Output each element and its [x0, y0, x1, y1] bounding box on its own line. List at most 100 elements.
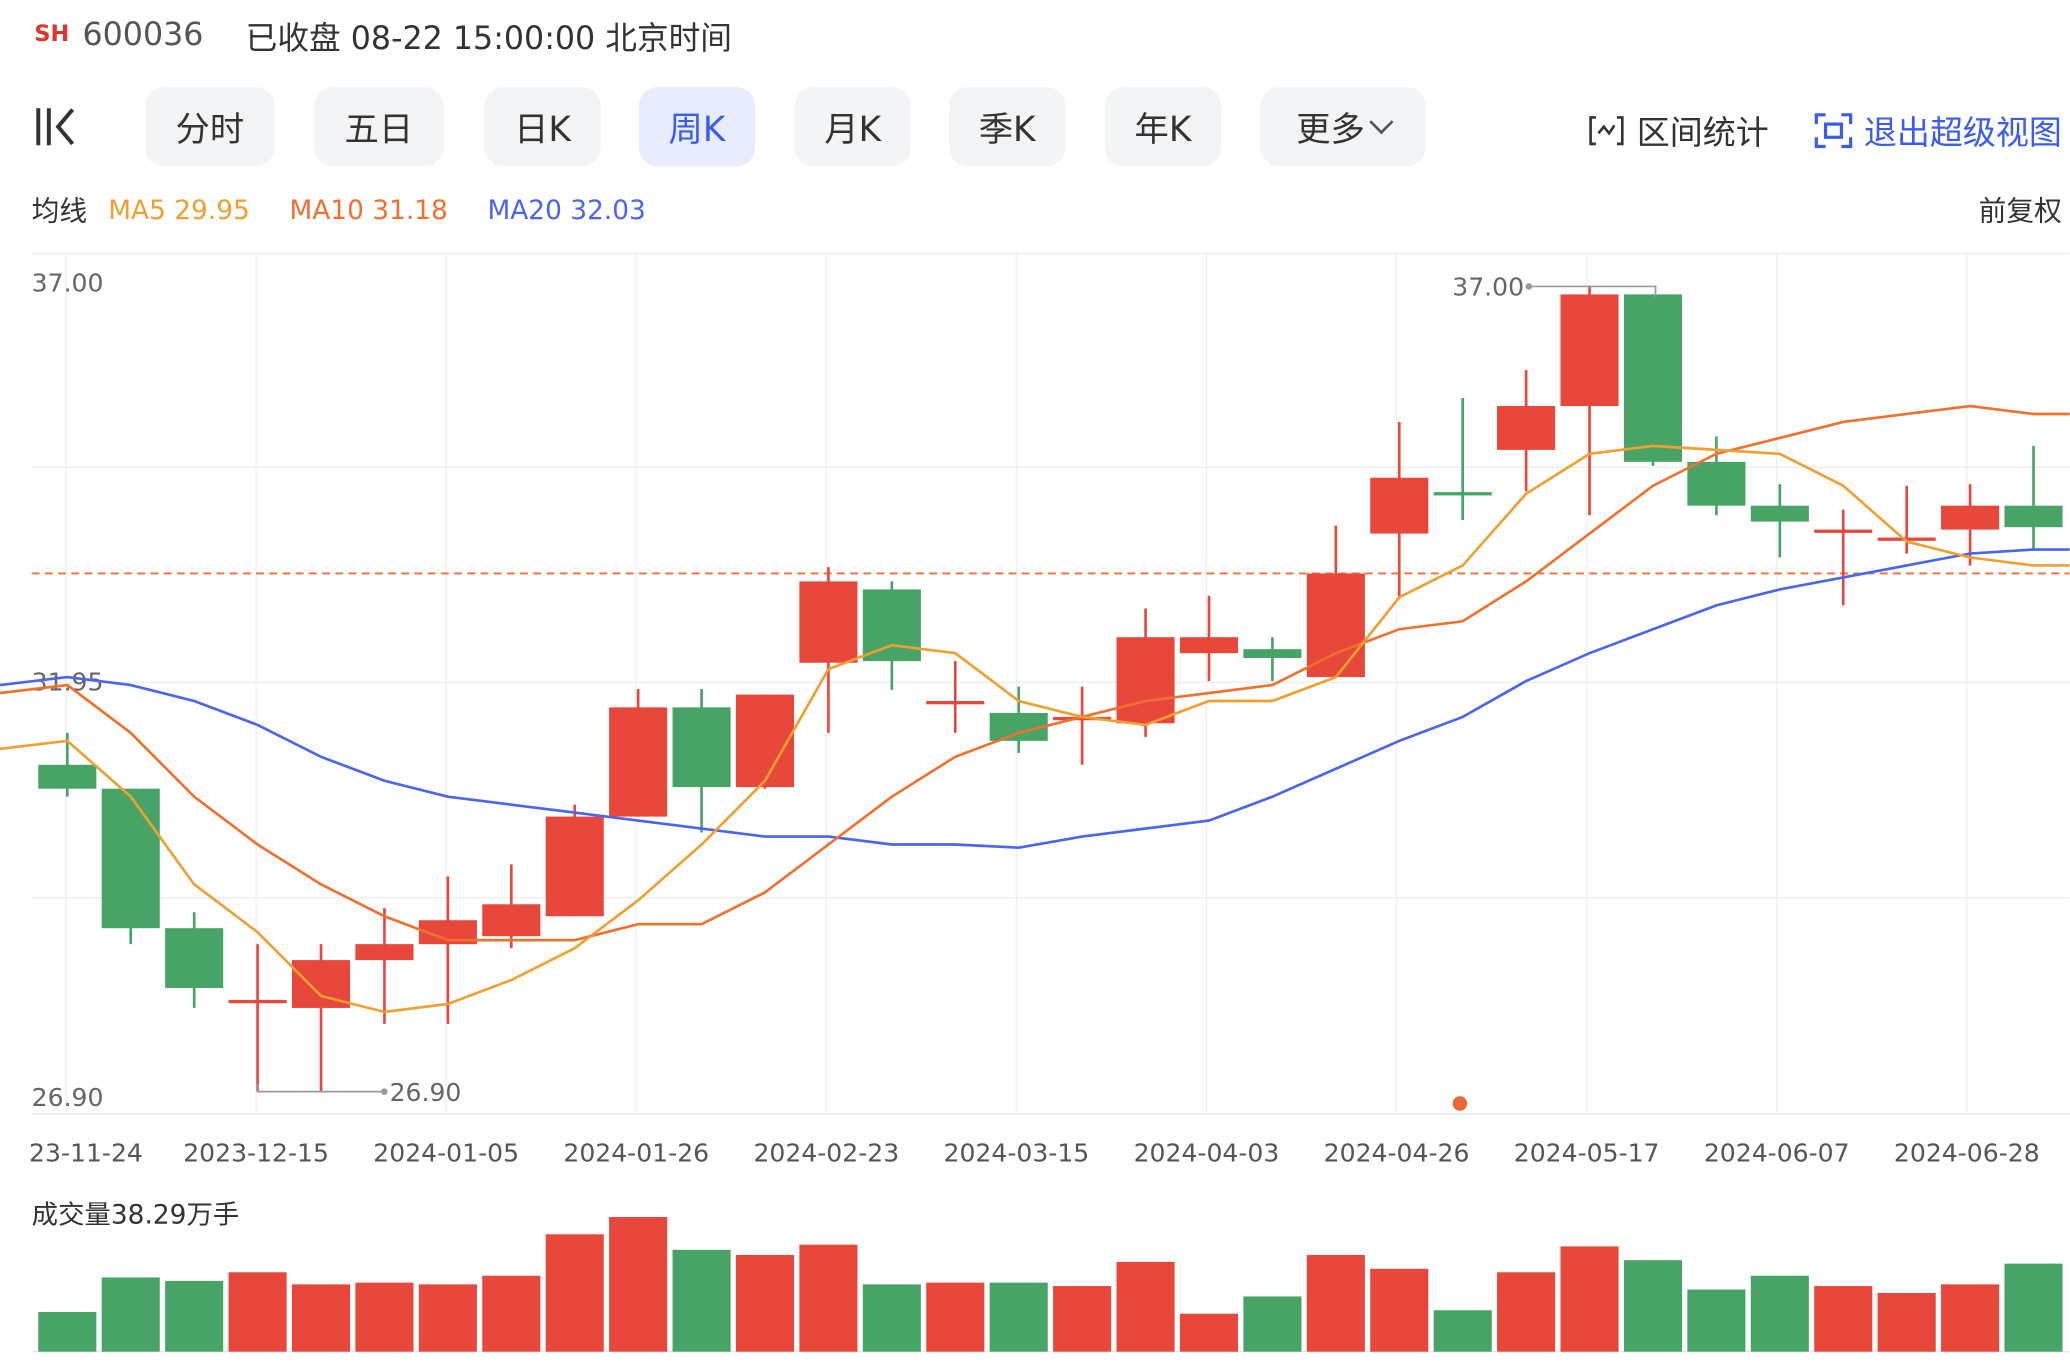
period-toolbar: 分时 五日 日K 周K 月K 季K 年K 更多 区间统计 退出超级视图 [26, 87, 2069, 169]
kline-mode-icon[interactable] [32, 106, 80, 148]
candle-body [165, 928, 224, 989]
volume-bar [38, 1311, 97, 1352]
candle-body [1053, 716, 1112, 721]
ma20-value: MA20 32.03 [487, 194, 646, 226]
price-adjust-toggle[interactable]: 前复权 [1978, 195, 2062, 228]
volume-bar [672, 1249, 731, 1352]
volume-bar [1243, 1296, 1302, 1352]
tab-daily-k[interactable]: 日K [484, 87, 601, 167]
stock-code: 600036 [82, 15, 204, 53]
candle-body [1560, 294, 1619, 407]
x-axis-label: 2024-06-07 [1704, 1139, 1850, 1168]
volume-bar [862, 1284, 921, 1352]
tab-monthly-k[interactable]: 月K [794, 87, 911, 167]
candle-body [672, 707, 731, 788]
volume-bar [1623, 1260, 1683, 1352]
candle-body [1941, 505, 2000, 530]
volume-bar [1560, 1246, 1619, 1352]
min-marker-dot [381, 1088, 388, 1095]
candle-body [1750, 505, 1809, 522]
candle-body [1243, 649, 1302, 658]
ma-label: 均线 [31, 195, 88, 228]
y-axis-label-bottom: 26.90 [32, 1083, 104, 1112]
volume-bar [545, 1234, 604, 1352]
x-axis-label: 2024-05-17 [1514, 1139, 1660, 1168]
x-axis-label: 2024-06-28 [1894, 1139, 2040, 1168]
tab-weekly-k[interactable]: 周K [638, 87, 756, 167]
candle-body [862, 589, 921, 662]
candle-body [1814, 529, 1873, 533]
volume-bar [926, 1282, 985, 1352]
ma20-line [0, 548, 2070, 850]
tab-more[interactable]: 更多 [1260, 87, 1426, 167]
candle-body [1877, 537, 1936, 541]
volume-bar [1750, 1275, 1809, 1352]
max-marker-label: 37.00 [1452, 273, 1524, 302]
interval-stats-button[interactable]: 区间统计 [1587, 107, 1769, 155]
volume-bar [355, 1282, 414, 1352]
volume-bar [1053, 1286, 1112, 1352]
x-axis-label: 2024-02-23 [753, 1139, 899, 1168]
volume-bar [418, 1284, 477, 1352]
candle-body [926, 700, 985, 705]
x-axis-label: 2024-03-15 [944, 1139, 1090, 1168]
exit-super-view-button[interactable]: 退出超级视图 [1814, 107, 2062, 155]
x-axis-label: 23-11-24 [29, 1139, 143, 1168]
volume-title: 成交量38.29万手 [31, 1198, 240, 1231]
market-status: 已收盘 08-22 15:00:00 北京时间 [245, 19, 732, 57]
candle-body [2004, 505, 2063, 528]
min-marker-label: 26.90 [390, 1078, 462, 1107]
interval-stats-icon [1589, 116, 1624, 146]
ma10-line [0, 404, 2070, 942]
candle-body [1623, 294, 1683, 462]
candle-body [355, 944, 414, 961]
x-axis-label: 2024-04-26 [1324, 1139, 1470, 1168]
tab-yearly-k[interactable]: 年K [1104, 87, 1221, 167]
volume-bar [165, 1280, 224, 1352]
ma5-line [0, 444, 2070, 1014]
volume-bar [482, 1275, 541, 1352]
candle-body [609, 707, 668, 817]
volume-bar [1877, 1292, 1936, 1352]
candle-body [418, 920, 477, 945]
candle-body [1497, 406, 1556, 450]
volume-bar [1687, 1289, 1746, 1352]
tab-quarterly-k[interactable]: 季K [949, 87, 1066, 167]
candle-body [735, 694, 795, 788]
candle-body [228, 999, 287, 1004]
volume-bar [2004, 1263, 2063, 1352]
event-marker-dot [1452, 1096, 1468, 1111]
volume-chart[interactable] [0, 1188, 2070, 1368]
volume-bar [1433, 1310, 1492, 1352]
candle-body [38, 764, 97, 789]
candlestick-chart[interactable]: 37.00 31.95 26.90 37.00 26.90 23-11-24 2023-12… [0, 251, 2070, 1175]
x-axis-label: 2024-04-03 [1134, 1139, 1280, 1168]
volume-bar [228, 1272, 287, 1352]
volume-bar [799, 1244, 858, 1352]
volume-bar [101, 1277, 160, 1352]
tab-intraday[interactable]: 分时 [145, 87, 275, 167]
x-axis-label: 2023-12-15 [183, 1139, 329, 1168]
volume-bar [1116, 1261, 1175, 1352]
volume-bar [735, 1255, 795, 1352]
ma10-value: MA10 31.18 [289, 194, 448, 226]
candle-body [1687, 461, 1746, 506]
volume-bar [609, 1217, 668, 1352]
quote-header: SH 600036 已收盘 08-22 15:00:00 北京时间 [34, 13, 732, 57]
candle-body [1179, 637, 1239, 654]
candle-body [1306, 573, 1365, 678]
volume-bar [1814, 1286, 1873, 1352]
candle-body [1116, 637, 1175, 724]
max-marker-line [1528, 285, 1657, 298]
volume-bar [1306, 1255, 1365, 1352]
candle-body [1433, 492, 1492, 496]
candle-body [101, 788, 160, 929]
volume-bar [989, 1282, 1048, 1352]
tab-five-day[interactable]: 五日 [314, 87, 444, 167]
x-axis-label: 2024-01-26 [563, 1139, 709, 1168]
volume-bar [1941, 1284, 2000, 1352]
y-axis-label-top: 37.00 [32, 269, 104, 298]
exchange-badge: SH [34, 21, 70, 48]
x-axis-label: 2024-01-05 [373, 1139, 519, 1168]
